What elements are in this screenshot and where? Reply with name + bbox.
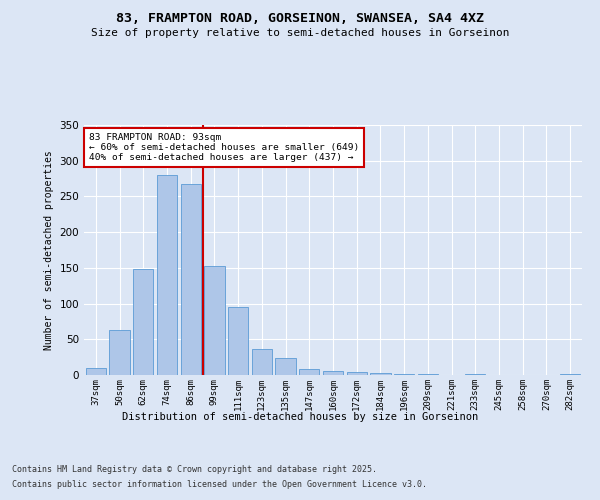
Bar [252,350,272,375]
Bar [228,307,248,375]
Bar [560,374,580,375]
Bar [323,372,343,375]
Bar [394,374,414,375]
Bar [418,374,438,375]
Text: 83 FRAMPTON ROAD: 93sqm
← 60% of semi-detached houses are smaller (649)
40% of s: 83 FRAMPTON ROAD: 93sqm ← 60% of semi-de… [89,132,359,162]
Bar [86,368,106,375]
Bar [370,373,391,375]
Text: Contains public sector information licensed under the Open Government Licence v3: Contains public sector information licen… [12,480,427,489]
Bar [181,184,201,375]
Bar [347,372,367,375]
Bar [157,175,177,375]
Bar [109,330,130,375]
Bar [133,270,154,375]
Text: 83, FRAMPTON ROAD, GORSEINON, SWANSEA, SA4 4XZ: 83, FRAMPTON ROAD, GORSEINON, SWANSEA, S… [116,12,484,26]
Y-axis label: Number of semi-detached properties: Number of semi-detached properties [44,150,54,350]
Bar [205,266,224,375]
Bar [299,368,319,375]
Text: Contains HM Land Registry data © Crown copyright and database right 2025.: Contains HM Land Registry data © Crown c… [12,465,377,474]
Bar [465,374,485,375]
Bar [275,358,296,375]
Text: Size of property relative to semi-detached houses in Gorseinon: Size of property relative to semi-detach… [91,28,509,38]
Text: Distribution of semi-detached houses by size in Gorseinon: Distribution of semi-detached houses by … [122,412,478,422]
